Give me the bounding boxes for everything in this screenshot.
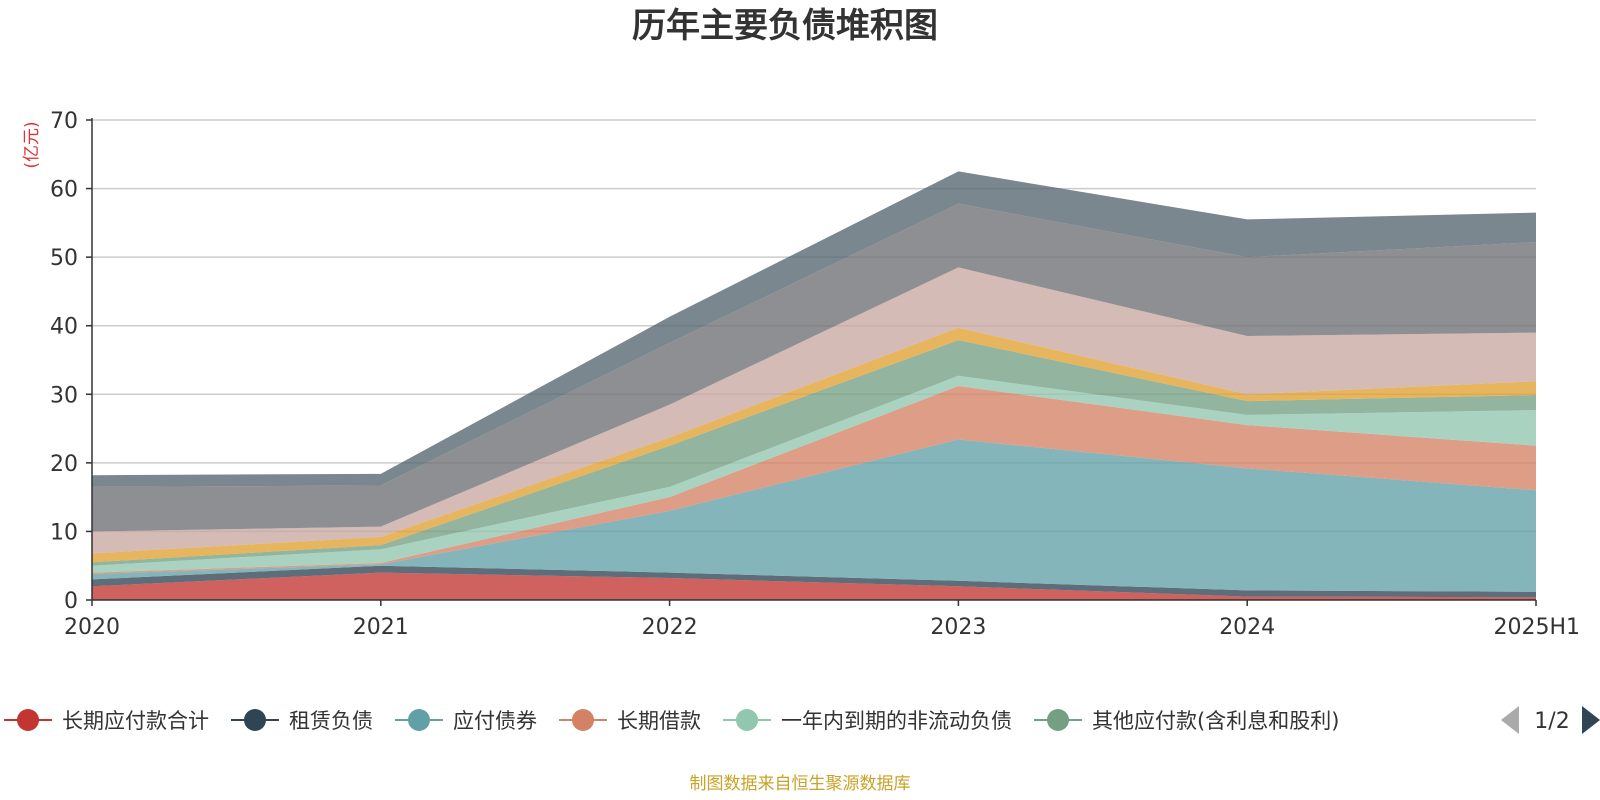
area-series-2 bbox=[92, 439, 1536, 592]
chart-title: 历年主要负债堆积图 bbox=[632, 6, 938, 46]
y-tick-label: 20 bbox=[50, 452, 78, 477]
legend-item[interactable]: 租赁负债 bbox=[231, 709, 373, 733]
y-tick-label: 40 bbox=[50, 315, 78, 340]
legend-next-page-icon[interactable] bbox=[1582, 706, 1600, 734]
legend-item[interactable]: 一年内到期的非流动负债 bbox=[723, 709, 1012, 733]
x-tick-label: 2023 bbox=[930, 615, 986, 640]
legend-item[interactable]: 其他应付款(含利息和股利) bbox=[1034, 709, 1339, 733]
area-series-7 bbox=[92, 267, 1536, 554]
y-tick-label: 10 bbox=[50, 520, 78, 545]
axes: 0 10 20 30 40 50 60 70 2020 2021 2022 2023 2024 2025H… bbox=[50, 109, 1580, 640]
area-series-1 bbox=[92, 565, 1536, 598]
area-series-5 bbox=[92, 340, 1536, 566]
legend-marker-icon bbox=[572, 709, 594, 731]
legend-label: 长期应付款合计 bbox=[62, 709, 209, 733]
area-series-0 bbox=[92, 572, 1536, 600]
x-tick-label: 2021 bbox=[353, 615, 409, 640]
legend-label: 长期借款 bbox=[617, 709, 701, 733]
area-series-3 bbox=[92, 386, 1536, 574]
legend: 长期应付款合计 租赁负债 应付债券 长期借款 一年内到期的非流动负债 其他应付款(含利息和… bbox=[4, 709, 1339, 733]
legend-pager: 1/2 bbox=[1501, 706, 1600, 734]
legend-label: 其他应付款(含利息和股利) bbox=[1092, 709, 1339, 733]
legend-label: 一年内到期的非流动负债 bbox=[781, 709, 1012, 733]
legend-marker-icon bbox=[17, 709, 39, 731]
x-tick-label: 2020 bbox=[64, 615, 120, 640]
area-series bbox=[92, 171, 1536, 600]
x-tick-label: 2025H1 bbox=[1493, 615, 1580, 640]
legend-label: 应付债券 bbox=[453, 709, 537, 733]
legend-prev-page-icon[interactable] bbox=[1501, 706, 1519, 734]
legend-marker-icon bbox=[736, 709, 758, 731]
x-tick-label: 2022 bbox=[642, 615, 698, 640]
legend-item[interactable]: 长期应付款合计 bbox=[4, 709, 209, 733]
legend-marker-icon bbox=[408, 709, 430, 731]
legend-marker-icon bbox=[1047, 709, 1069, 731]
source-note: 制图数据来自恒生聚源数据库 bbox=[690, 774, 911, 794]
y-tick-label: 0 bbox=[64, 589, 78, 614]
legend-page-indicator: 1/2 bbox=[1534, 709, 1569, 734]
y-tick-label: 30 bbox=[50, 383, 78, 408]
x-tick-label: 2024 bbox=[1219, 615, 1275, 640]
legend-item[interactable]: 应付债券 bbox=[395, 709, 537, 733]
area-series-8 bbox=[92, 203, 1536, 532]
y-tick-label: 60 bbox=[50, 178, 78, 203]
legend-label: 租赁负债 bbox=[289, 709, 373, 733]
y-tick-label: 50 bbox=[50, 246, 78, 271]
y-axis-unit-label: (亿元) bbox=[22, 121, 42, 168]
y-tick-label: 70 bbox=[50, 109, 78, 134]
legend-marker-icon bbox=[244, 709, 266, 731]
legend-item[interactable]: 长期借款 bbox=[559, 709, 701, 733]
